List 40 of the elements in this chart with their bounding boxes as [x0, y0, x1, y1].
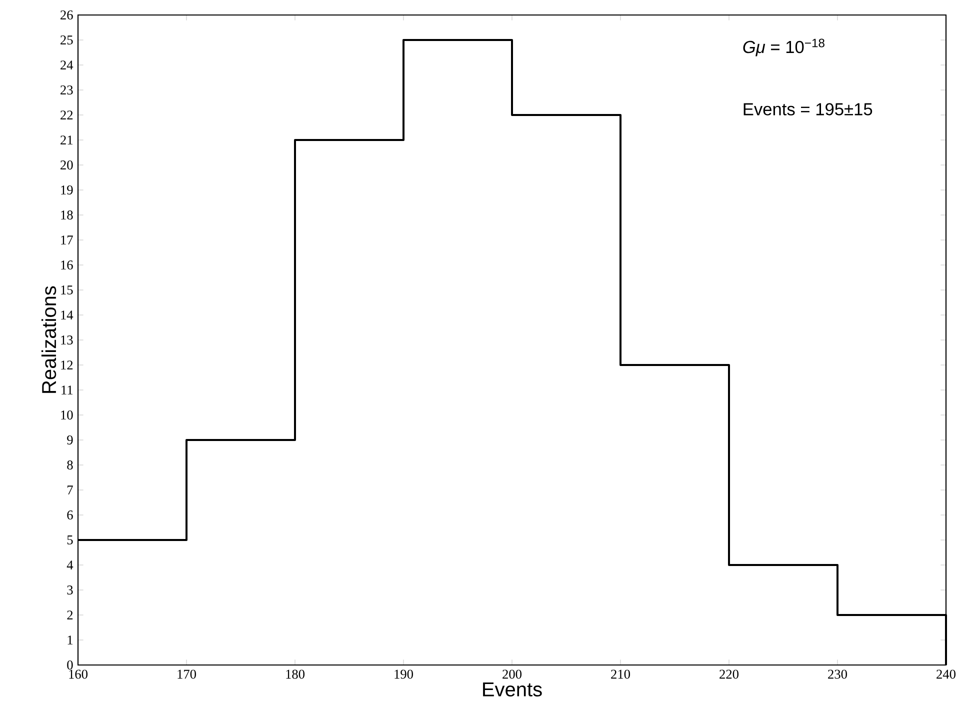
y-tick-label: 2 — [67, 610, 73, 620]
y-tick-label: 23 — [60, 86, 73, 94]
x-tick-label: 240 — [936, 670, 956, 679]
y-tick-label: 10 — [61, 410, 73, 420]
y-tick-label: 13 — [61, 336, 73, 344]
y-tick-label: 18 — [61, 210, 73, 220]
y-tick-label: 20 — [60, 160, 73, 170]
y-tick-label: 11 — [62, 386, 73, 394]
x-axis-title: Events — [483, 682, 542, 696]
y-tick-label: 8 — [67, 460, 73, 470]
x-tick-label: 220 — [720, 670, 738, 679]
x-tick-label: 180 — [286, 670, 305, 679]
y-tick-label: 3 — [67, 586, 73, 594]
y-tick-label: 26 — [60, 10, 73, 20]
x-tick-label: 210 — [611, 670, 630, 679]
y-tick-label: 17 — [61, 236, 73, 244]
y-tick-label: 5 — [67, 536, 73, 544]
y-tick-label: 15 — [61, 286, 73, 294]
annotation: Gμ = 10$^{−18}$ — [743, 38, 824, 56]
y-tick-label: 12 — [61, 360, 73, 370]
y-tick-label: 4 — [66, 560, 74, 570]
x-tick-label: 230 — [828, 670, 847, 679]
y-tick-label: 9 — [67, 436, 73, 444]
y-tick-label: 6 — [67, 510, 73, 520]
y-axis-title: Realizations — [41, 286, 56, 393]
y-tick-label: 16 — [61, 260, 73, 270]
y-tick-label: 7 — [68, 486, 73, 494]
y-tick-label: 14 — [61, 310, 74, 320]
y-tick-label: 19 — [61, 186, 73, 194]
y-tick-label: 1 — [68, 636, 72, 644]
x-tick-label: 170 — [178, 670, 196, 679]
y-tick-label: 24 — [60, 60, 74, 70]
x-tick-label: 160 — [69, 670, 88, 679]
annotation: Events = 195±15 — [744, 103, 872, 116]
y-tick-label: 21 — [60, 136, 72, 144]
x-tick-label: 200 — [502, 670, 522, 679]
y-tick-label: 22 — [60, 110, 73, 120]
y-tick-label: 25 — [60, 36, 73, 44]
x-tick-label: 190 — [394, 670, 414, 679]
y-tick-label: 0 — [67, 660, 73, 670]
